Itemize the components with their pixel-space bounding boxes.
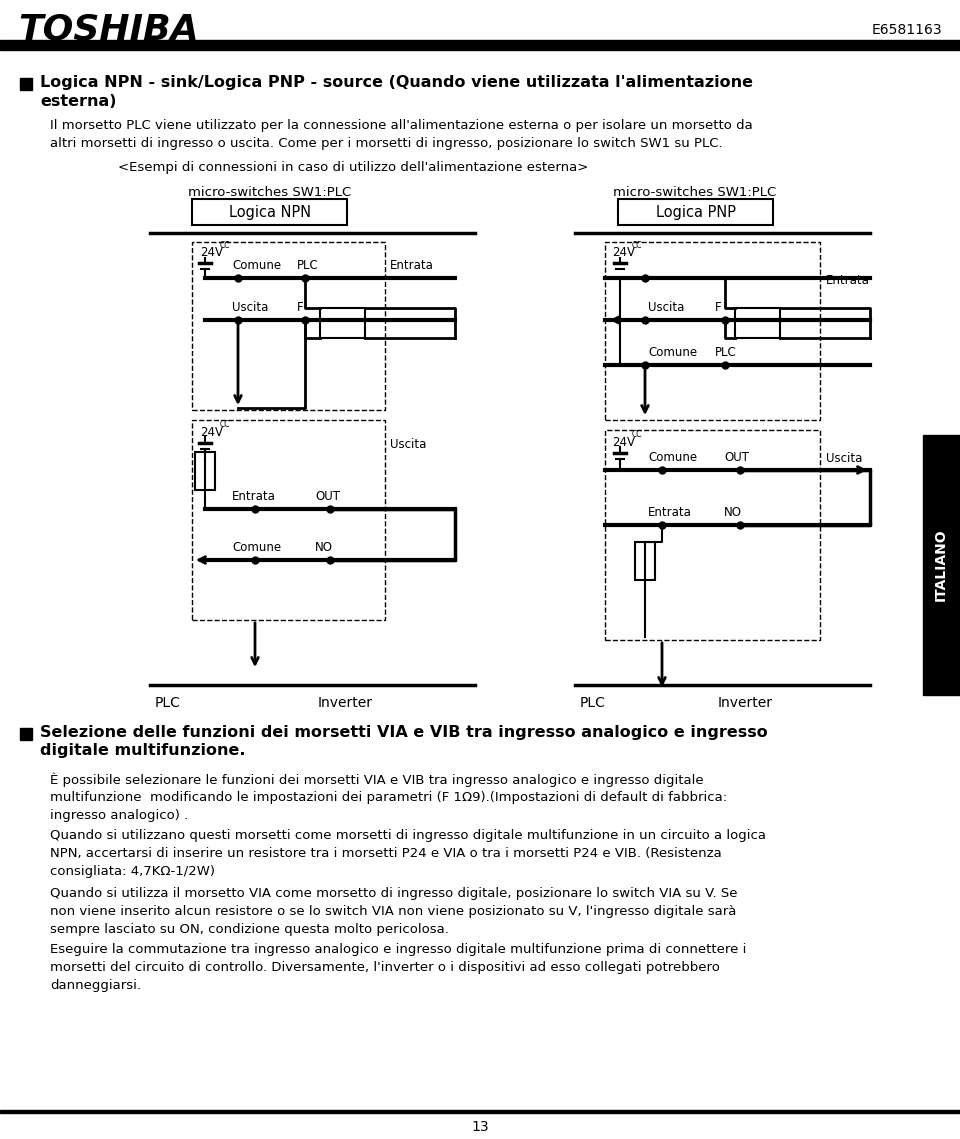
- Bar: [605, 241, 820, 420]
- Bar: [192, 199, 347, 226]
- Text: È possibile selezionare le funzioni dei morsetti VIA e VIB tra ingresso analogic: È possibile selezionare le funzioni dei …: [50, 772, 704, 787]
- Text: TOSHIBA: TOSHIBA: [18, 13, 199, 47]
- Text: Eseguire la commutazione tra ingresso analogico e ingresso digitale multifunzion: Eseguire la commutazione tra ingresso an…: [50, 942, 746, 956]
- Text: NO: NO: [724, 506, 742, 519]
- Text: Logica PNP: Logica PNP: [656, 205, 736, 220]
- Bar: [605, 431, 820, 640]
- Text: non viene inserito alcun resistore o se lo switch VIA non viene posizionato su V: non viene inserito alcun resistore o se …: [50, 904, 736, 918]
- Bar: [635, 542, 655, 580]
- Text: multifunzione  modificando le impostazioni dei parametri (F 1Ω9).(Impostazioni d: multifunzione modificando le impostazion…: [50, 792, 727, 804]
- Text: Entrata: Entrata: [648, 506, 692, 519]
- Text: CC: CC: [632, 431, 642, 439]
- Text: OUT: OUT: [724, 451, 749, 464]
- Text: digitale multifunzione.: digitale multifunzione.: [40, 744, 246, 759]
- Bar: [192, 420, 385, 620]
- Text: Comune: Comune: [232, 541, 281, 554]
- Text: altri morsetti di ingresso o uscita. Come per i morsetti di ingresso, posizionar: altri morsetti di ingresso o uscita. Com…: [50, 137, 723, 149]
- Text: Comune: Comune: [232, 259, 281, 272]
- Text: sempre lasciato su ON, condizione questa molto pericolosa.: sempre lasciato su ON, condizione questa…: [50, 923, 449, 935]
- Text: esterna): esterna): [40, 93, 116, 108]
- Bar: [192, 241, 385, 410]
- Text: Il morsetto PLC viene utilizzato per la connessione all'alimentazione esterna o : Il morsetto PLC viene utilizzato per la …: [50, 118, 753, 131]
- Text: 24V: 24V: [200, 426, 223, 439]
- Text: E6581163: E6581163: [872, 23, 942, 36]
- Text: CC: CC: [220, 241, 230, 249]
- Text: morsetti del circuito di controllo. Diversamente, l'inverter o i dispositivi ad : morsetti del circuito di controllo. Dive…: [50, 960, 720, 974]
- Text: <Esempi di connessioni in caso di utilizzo dell'alimentazione esterna>: <Esempi di connessioni in caso di utiliz…: [118, 161, 588, 173]
- Text: 24V: 24V: [200, 246, 223, 260]
- Text: Inverter: Inverter: [318, 696, 372, 710]
- Text: Uscita: Uscita: [390, 439, 426, 451]
- Text: PLC: PLC: [580, 696, 606, 710]
- Text: Logica NPN - sink/Logica PNP - source (Quando viene utilizzata l'alimentazione: Logica NPN - sink/Logica PNP - source (Q…: [40, 75, 753, 90]
- Text: NPN, accertarsi di inserire un resistore tra i morsetti P24 e VIA o tra i morset: NPN, accertarsi di inserire un resistore…: [50, 847, 722, 860]
- Text: Quando si utilizzano questi morsetti come morsetti di ingresso digitale multifun: Quando si utilizzano questi morsetti com…: [50, 829, 766, 843]
- Text: CC: CC: [220, 420, 230, 429]
- Text: Uscita: Uscita: [232, 301, 269, 314]
- Text: PLC: PLC: [155, 696, 180, 710]
- Bar: [0, 1111, 960, 1113]
- Text: Comune: Comune: [648, 451, 697, 464]
- Text: ingresso analogico) .: ingresso analogico) .: [50, 810, 188, 822]
- Text: Inverter: Inverter: [717, 696, 773, 710]
- Text: Logica NPN: Logica NPN: [228, 205, 311, 220]
- Bar: [923, 435, 960, 695]
- Bar: [618, 199, 773, 226]
- Text: consigliata: 4,7KΩ-1/2W): consigliata: 4,7KΩ-1/2W): [50, 866, 215, 878]
- Text: Selezione delle funzioni dei morsetti VIA e VIB tra ingresso analogico e ingress: Selezione delle funzioni dei morsetti VI…: [40, 726, 768, 740]
- Text: micro-switches SW1:PLC: micro-switches SW1:PLC: [188, 186, 351, 198]
- Text: Entrata: Entrata: [826, 273, 870, 287]
- Text: Quando si utilizza il morsetto VIA come morsetto di ingresso digitale, posiziona: Quando si utilizza il morsetto VIA come …: [50, 886, 737, 900]
- Text: Uscita: Uscita: [648, 301, 684, 314]
- Text: micro-switches SW1:PLC: micro-switches SW1:PLC: [613, 186, 777, 198]
- Text: F: F: [715, 301, 722, 314]
- Bar: [195, 452, 215, 490]
- Text: 24V: 24V: [612, 246, 635, 260]
- Bar: [735, 308, 780, 338]
- Text: CC: CC: [632, 241, 642, 249]
- Text: Entrata: Entrata: [390, 259, 434, 272]
- Bar: [20, 77, 32, 90]
- Bar: [320, 308, 365, 338]
- Text: danneggiarsi.: danneggiarsi.: [50, 978, 141, 992]
- Text: Entrata: Entrata: [232, 490, 276, 503]
- Text: OUT: OUT: [315, 490, 340, 503]
- Text: Uscita: Uscita: [826, 451, 862, 465]
- Text: 24V: 24V: [612, 435, 635, 449]
- Text: NO: NO: [315, 541, 333, 554]
- Text: ITALIANO: ITALIANO: [934, 528, 948, 601]
- Text: Comune: Comune: [648, 346, 697, 359]
- Text: F: F: [297, 301, 303, 314]
- Bar: [20, 728, 32, 740]
- Bar: [0, 40, 960, 50]
- Text: PLC: PLC: [715, 346, 736, 359]
- Text: PLC: PLC: [297, 259, 319, 272]
- Text: 13: 13: [471, 1120, 489, 1134]
